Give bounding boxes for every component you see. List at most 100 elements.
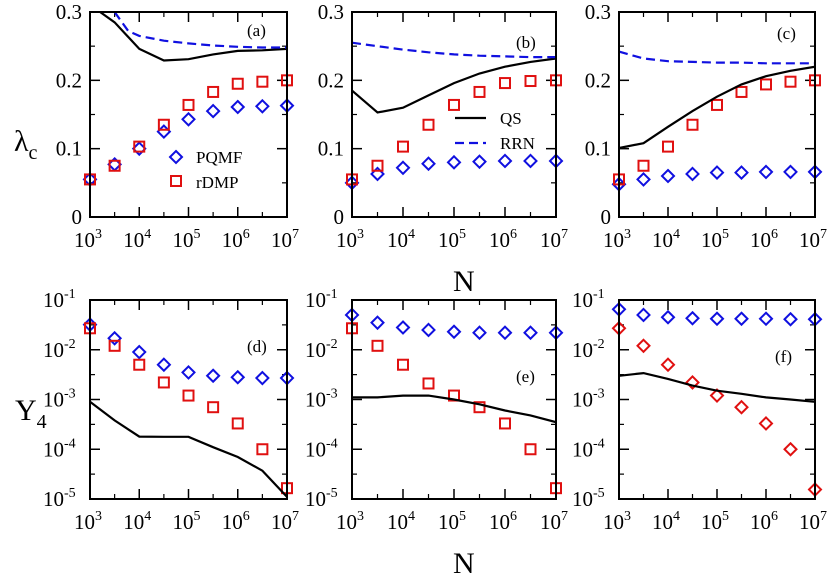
series-pqmf-point [709, 165, 725, 180]
x-tick-label: 105 [438, 227, 466, 252]
series-rdmp-point [636, 338, 651, 354]
x-tick-label: 106 [489, 509, 517, 534]
series-pqmf-point [421, 322, 436, 338]
x-tick-label: 104 [652, 227, 680, 252]
legend-rdmp-marker [170, 175, 182, 187]
x-tick-label: 105 [701, 227, 729, 252]
series-rdmp-point [133, 140, 146, 153]
y-tick-label: 0.2 [585, 68, 611, 92]
y-tick-label: 10-5 [572, 486, 605, 511]
series-rdmp-point [182, 98, 195, 111]
x-tick-label: 106 [750, 227, 778, 252]
series-pqmf-point [636, 172, 651, 187]
x-axis-label-top: N [453, 265, 475, 298]
x-tick-label: 105 [173, 227, 201, 252]
y-tick-label: 0.1 [56, 137, 82, 161]
x-tick-label: 105 [438, 509, 466, 534]
x-tick-label: 107 [799, 227, 827, 252]
series-rdmp-point [371, 339, 384, 352]
series-pqmf-point [758, 164, 774, 180]
series-rdmp-point [256, 443, 269, 456]
legend-a: PQMF rDMP [168, 148, 242, 192]
series-rdmp-point [473, 401, 486, 414]
series-pqmf-point [685, 310, 700, 326]
x-tick-label: 103 [603, 509, 631, 534]
series-rdmp-point [709, 388, 725, 403]
series-pqmf-point [181, 365, 196, 380]
series-rdmp-point [157, 376, 170, 389]
series-rdmp-point [397, 358, 409, 371]
panel-frame [89, 11, 288, 218]
x-axis-label-bottom: N [453, 547, 475, 579]
y-tick-label: 0 [601, 205, 612, 229]
series-rdmp-point [735, 85, 748, 98]
x-tick-label: 104 [123, 227, 151, 252]
series-pqmf-point [395, 160, 411, 176]
series-pqmf-point [421, 156, 436, 172]
y-tick-label: 0.1 [585, 137, 611, 161]
series-rdmp-point [133, 358, 146, 371]
series-rdmp-point [473, 85, 486, 98]
y-tick-label: 0.3 [56, 0, 82, 24]
series-rdmp-point [685, 375, 700, 390]
y-tick-label: 0 [334, 205, 345, 229]
y-tick-label: 10-3 [305, 387, 338, 412]
x-tick-label: 104 [652, 509, 680, 534]
series-pqmf-point [783, 311, 798, 327]
series-rdmp-point [108, 339, 121, 352]
y-tick-label: 10-1 [572, 287, 605, 312]
y-tick-label: 10-2 [572, 337, 605, 362]
series-pqmf-point [497, 153, 513, 169]
x-tick-label: 106 [222, 227, 250, 252]
panel-label: (a) [247, 21, 266, 40]
series-pqmf-point [758, 311, 774, 327]
series-qs-line [352, 57, 556, 114]
x-tick-label: 104 [387, 509, 415, 534]
series-pqmf-point [107, 330, 123, 346]
legend-rrn-label: RRN [500, 134, 535, 153]
series-pqmf-point [660, 168, 676, 184]
series-rdmp-point [422, 377, 435, 390]
series-rdmp-point [734, 399, 749, 415]
series-pqmf-point [395, 320, 411, 335]
x-tick-label: 105 [173, 509, 201, 534]
series-rdmp-point [662, 140, 674, 153]
series-pqmf-point [131, 344, 147, 360]
x-tick-label: 107 [799, 509, 827, 534]
x-tick-label: 107 [271, 227, 299, 252]
y-tick-label: 10-5 [305, 486, 338, 511]
panel-d: 103 104 105 106 107 10-5 10-4 10-3 10-2 10-1 (d) [43, 287, 299, 534]
series-qs-line [99, 12, 287, 62]
x-tick-label: 104 [387, 227, 415, 252]
series-rdmp-point [499, 77, 511, 90]
panel-frame [351, 299, 557, 500]
series-rrn-line [352, 41, 556, 59]
panel-frame [618, 11, 816, 218]
panel-frame [618, 299, 816, 500]
series-pqmf-point [205, 368, 221, 384]
series-pqmf-point [230, 99, 246, 115]
series-rdmp-point [207, 85, 220, 98]
series-qs-line [352, 394, 556, 424]
legend-qs-label: QS [500, 109, 522, 128]
series-pqmf-point [636, 307, 651, 323]
legend-rdmp-label: rDMP [196, 173, 239, 192]
series-rdmp-point [108, 159, 121, 172]
x-tick-label: 103 [74, 509, 102, 534]
panel-a: 103 104 105 106 107 0 0.1 0.2 0.3 (a) [56, 0, 299, 252]
series-rdmp-point [524, 75, 537, 88]
series-qs-line [619, 371, 815, 403]
series-pqmf-point [685, 166, 700, 182]
series-rdmp-point [499, 417, 511, 430]
y-tick-label: 0.1 [318, 137, 344, 161]
y-tick-label: 10-1 [305, 287, 338, 312]
x-tick-label: 103 [603, 227, 631, 252]
legend-pqmf-label: PQMF [196, 148, 242, 167]
series-rrn-line [113, 12, 287, 49]
panel-label: (f) [775, 347, 792, 366]
series-pqmf-point [734, 311, 749, 327]
series-rdmp-point [397, 140, 409, 153]
panel-label: (b) [516, 33, 536, 52]
series-pqmf-point [230, 369, 246, 385]
